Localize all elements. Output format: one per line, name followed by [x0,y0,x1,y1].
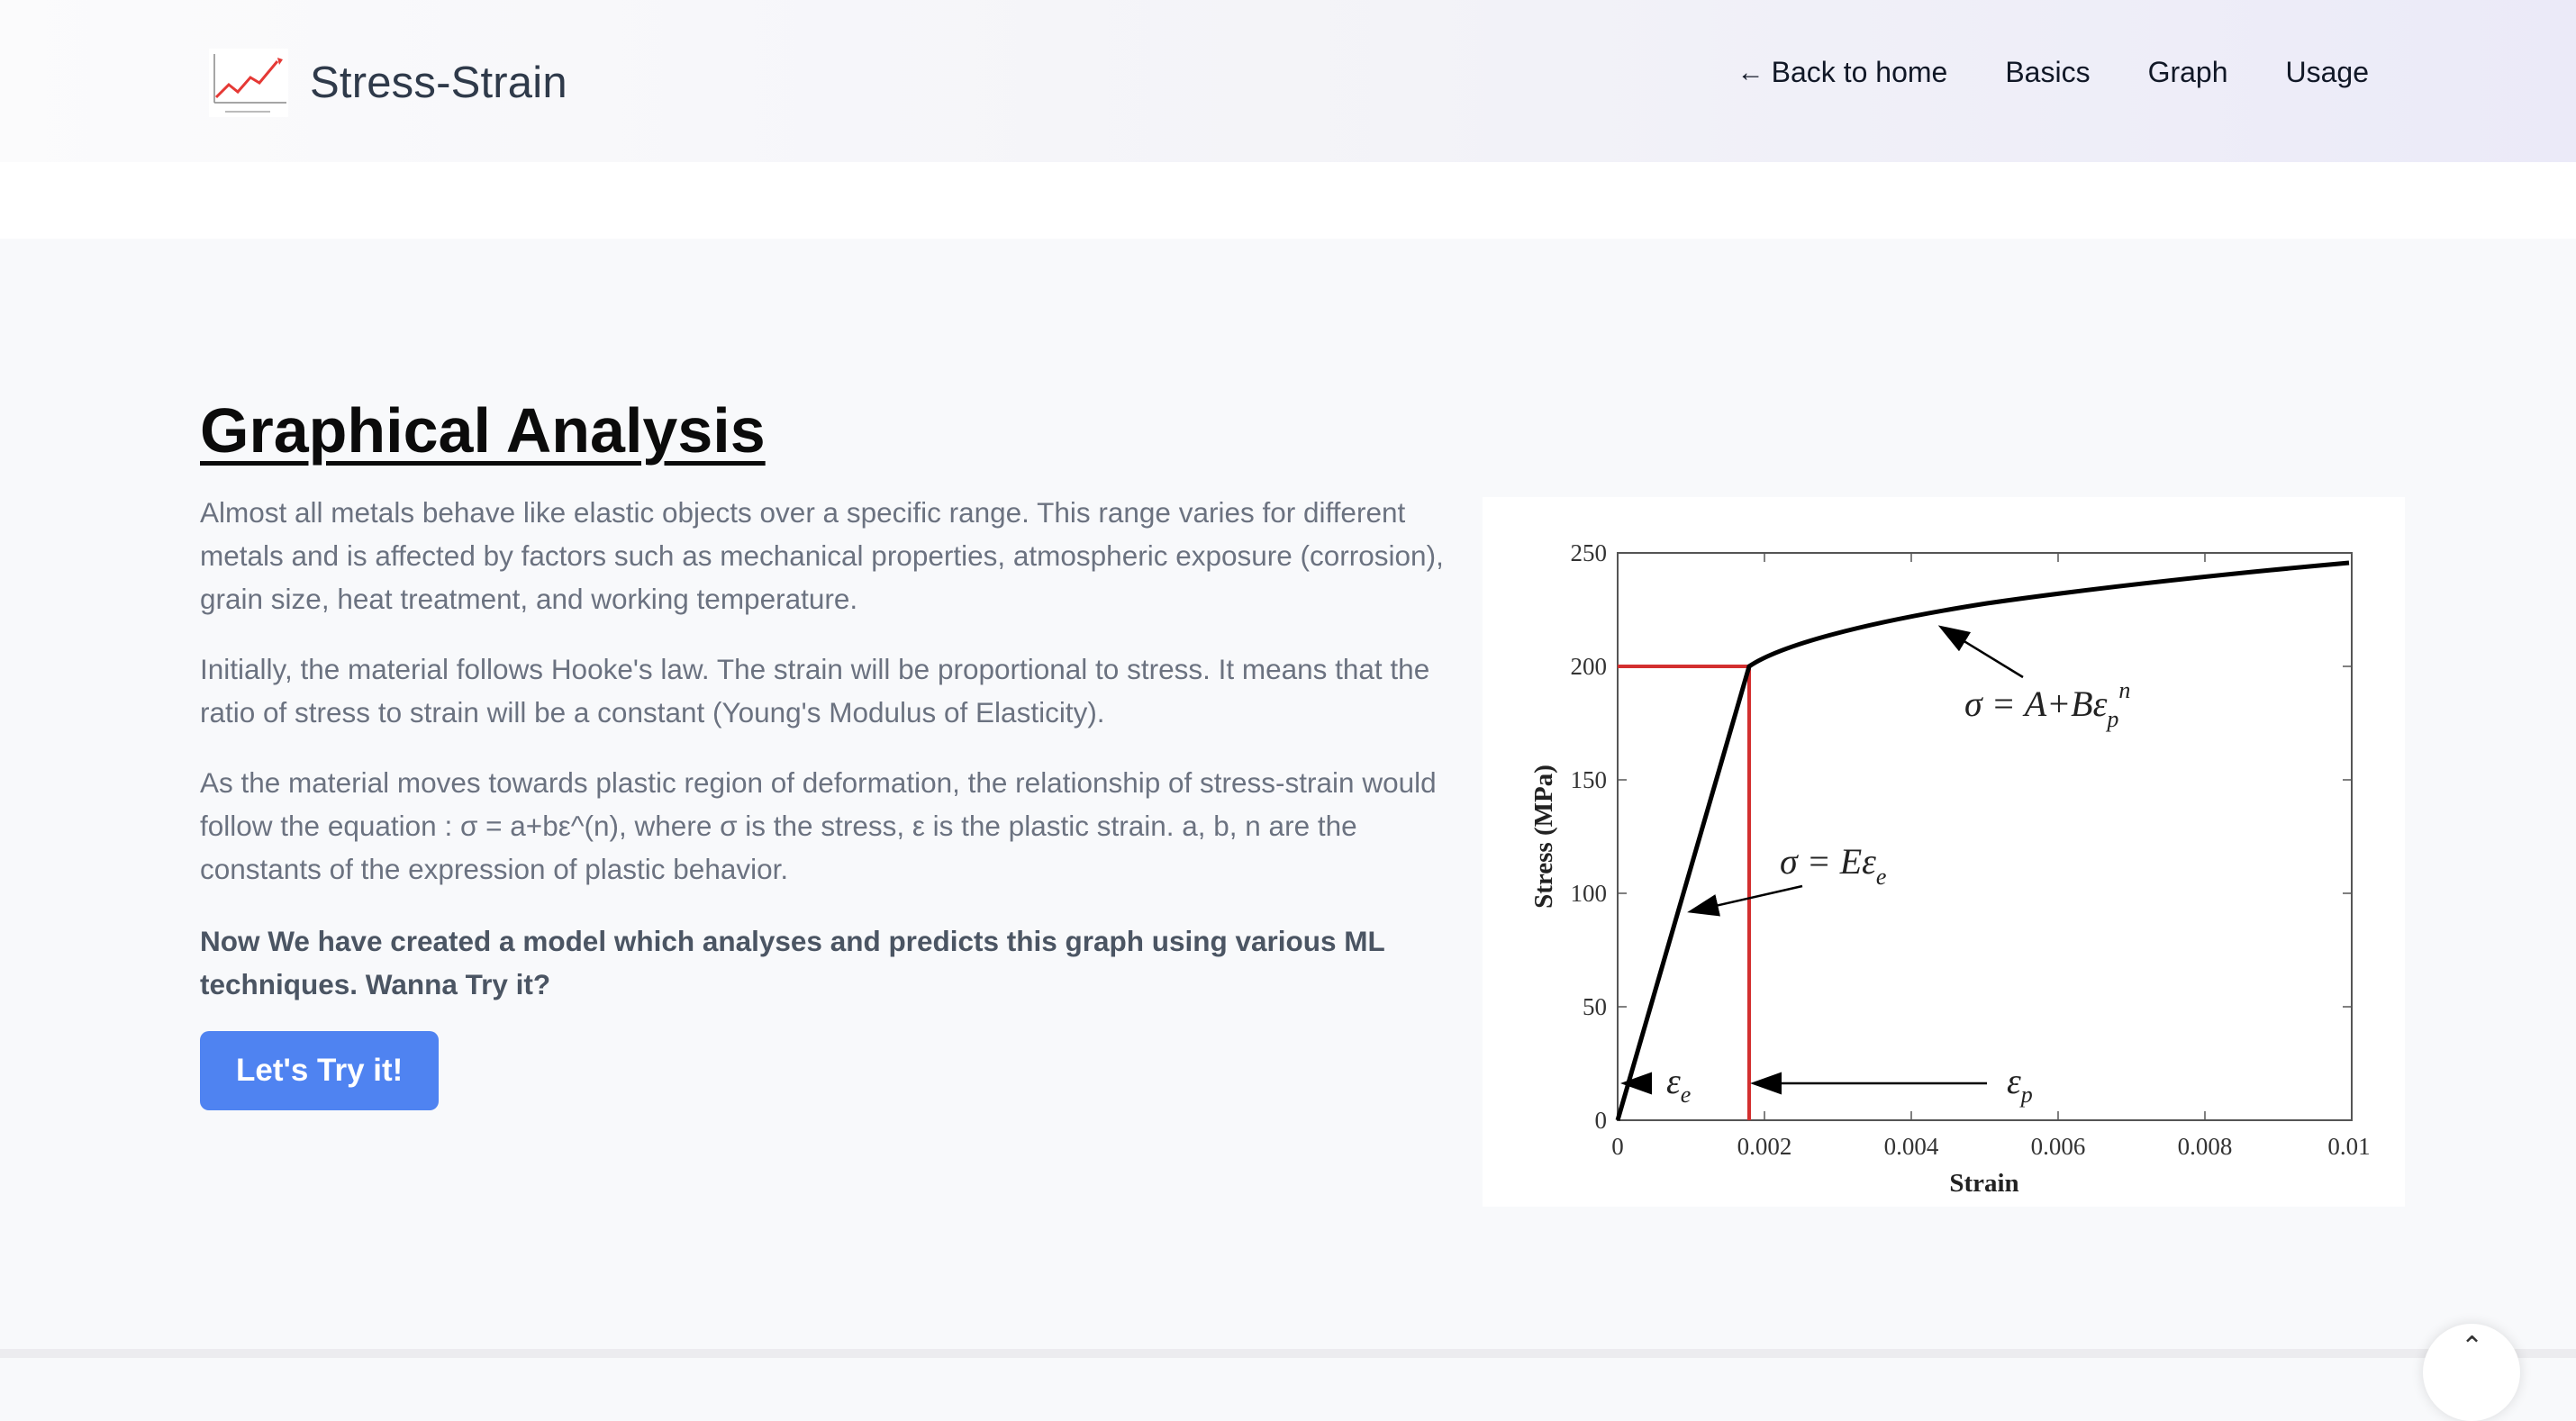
x-axis-label: Strain [1949,1169,2018,1198]
plastic-equation: σ = A+Bεpn [1964,677,2130,732]
header: Stress-Strain ← Back to home Basics Grap… [0,0,2576,162]
paragraph-hooke: Initially, the material follows Hooke's … [200,653,1430,729]
x-tick-label: 0.008 [2178,1133,2233,1160]
nav-back-to-home[interactable]: ← Back to home [1737,56,1948,89]
brand[interactable]: Stress-Strain [207,47,567,119]
header-spacer [0,162,2576,239]
chevron-up-icon: ⌃ [2461,1332,2484,1362]
brand-name: Stress-Strain [310,59,567,107]
arrow-left-icon: ← [1737,57,1764,87]
page-title: Graphical Analysis [200,395,766,466]
y-tick-label: 50 [1583,993,1607,1020]
top-nav: ← Back to home Basics Graph Usage [1737,56,2369,89]
plastic-equation-arrow [1937,625,2024,679]
x-tick-label: 0.002 [1737,1133,1792,1160]
x-tick-marks [1764,553,2206,1120]
paragraph-plastic: As the material moves towards plastic re… [200,766,1437,885]
stress-strain-curve [1615,560,2350,1121]
y-tick-label: 250 [1571,539,1608,566]
x-tick-label: 0.01 [2327,1133,2370,1160]
x-tick-label: 0.004 [1884,1133,1939,1160]
stress-strain-diagram: 0 50 100 150 200 250 0 0.002 0.004 0.006… [1529,539,2371,1198]
nav-basics[interactable]: Basics [2005,56,2091,88]
x-tick-label: 0.006 [2031,1133,2086,1160]
analysis-section: Graphical Analysis Almost all metals beh… [200,395,1444,1110]
y-tick-label: 100 [1571,880,1608,907]
footer-divider [0,1349,2576,1358]
y-tick-label: 0 [1595,1107,1608,1134]
try-it-button[interactable]: Let's Try it! [200,1031,440,1110]
stress-strain-figure: 0 50 100 150 200 250 0 0.002 0.004 0.006… [1483,497,2405,1207]
paragraph-model: Now We have created a model which analys… [200,925,1385,1000]
elastic-strain-label: εe [1666,1061,1691,1108]
scroll-to-top-button[interactable]: ⌃ [2423,1324,2520,1421]
nav-graph[interactable]: Graph [2147,56,2228,88]
nav-usage[interactable]: Usage [2285,56,2370,88]
y-tick-label: 150 [1571,766,1608,793]
elastic-equation: σ = Eεe [1780,841,1886,890]
y-tick-label: 200 [1571,653,1608,680]
chart-logo-icon [209,49,288,117]
elastic-equation-arrow [1687,884,1803,917]
plot-frame [1617,552,2353,1121]
plastic-strain-label: εp [2007,1061,2033,1108]
y-axis-label: Stress (MPa) [1529,765,1558,909]
nav-back-label: Back to home [1771,56,1948,88]
x-tick-label: 0 [1611,1133,1624,1160]
paragraph-elastic: Almost all metals behave like elastic ob… [200,496,1444,615]
